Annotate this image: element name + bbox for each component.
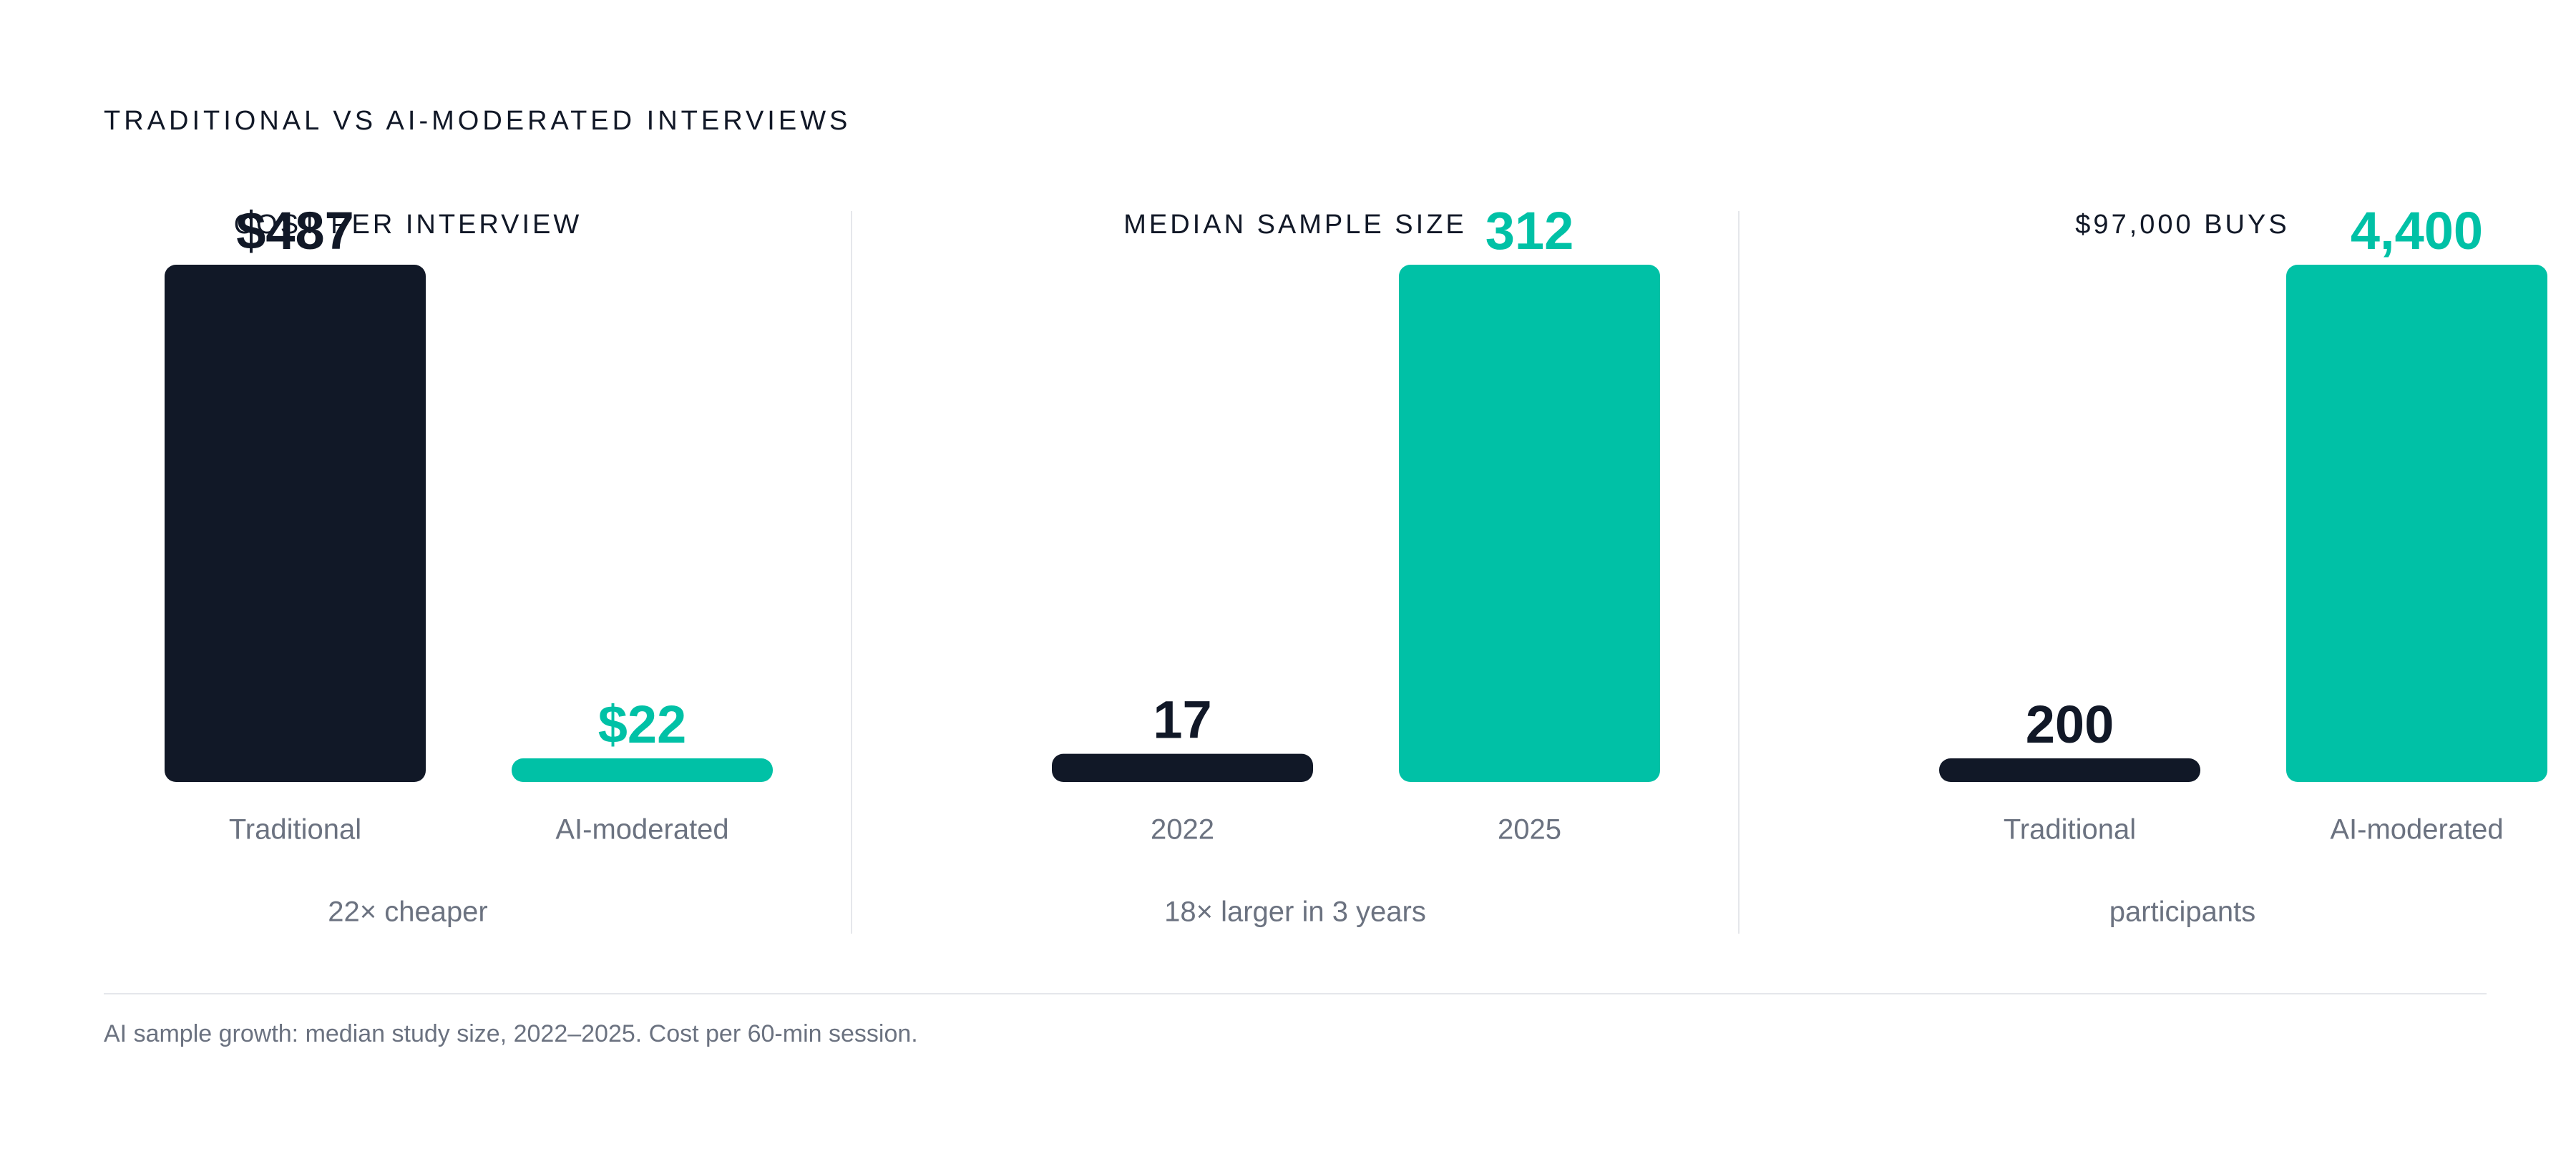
panel-3-value-label-2: 4,400 (2351, 201, 2483, 260)
panel-2-title: MEDIAN SAMPLE SIZE (1123, 210, 1467, 240)
panel-1-title: COST PER INTERVIEW (234, 210, 582, 240)
panel-3-title: $97,000 BUYS (2075, 210, 2289, 240)
panel-3-category-label-1: Traditional (2004, 814, 2136, 846)
page-title: TRADITIONAL VS AI-MODERATED INTERVIEWS (104, 106, 852, 136)
footnote: AI sample growth: median study size, 202… (104, 1020, 918, 1047)
panel-1-value-label-2: $22 (598, 695, 686, 754)
panel-3-bar-2 (2286, 265, 2547, 782)
panel-2-value-label-2: 312 (1485, 201, 1574, 260)
panel-2-category-label-1: 2022 (1151, 814, 1214, 846)
panel-divider-2 (1738, 211, 1740, 934)
panel-1-category-label-2: AI-moderated (555, 814, 728, 846)
panel-2-value-label-1: 17 (1153, 690, 1211, 750)
panel-3-bar-1 (1939, 758, 2200, 782)
panel-1-value-label-1: $487 (236, 201, 354, 260)
panel-3-category-label-2: AI-moderated (2330, 814, 2503, 846)
panel-divider-1 (851, 211, 852, 934)
panel-1-bar-2 (512, 758, 773, 782)
panel-3-caption: participants (2109, 896, 2256, 928)
panel-2-caption: 18× larger in 3 years (1164, 896, 1426, 928)
panel-2-category-label-2: 2025 (1498, 814, 1561, 846)
panel-1-bar-1 (165, 265, 426, 782)
panel-1-category-label-1: Traditional (229, 814, 361, 846)
footer-rule (104, 993, 2487, 994)
panel-2-bar-2 (1399, 265, 1660, 782)
panel-1-caption: 22× cheaper (328, 896, 488, 928)
panel-3-value-label-1: 200 (2026, 695, 2114, 754)
panel-2-bar-1 (1052, 753, 1313, 782)
